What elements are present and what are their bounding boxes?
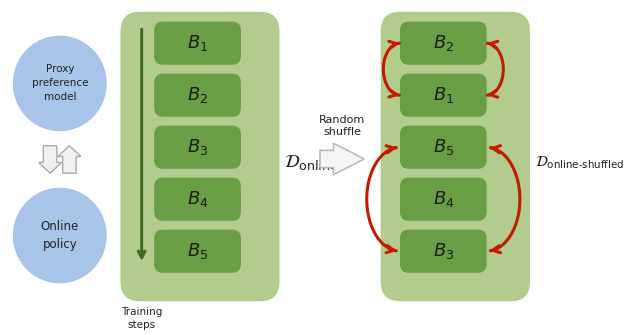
Circle shape <box>13 36 106 131</box>
Text: $B_2$: $B_2$ <box>433 33 454 53</box>
Circle shape <box>13 188 106 283</box>
Text: $B_5$: $B_5$ <box>433 137 454 157</box>
FancyBboxPatch shape <box>400 21 486 65</box>
Text: $B_2$: $B_2$ <box>187 85 208 105</box>
Text: $B_4$: $B_4$ <box>433 189 454 209</box>
Text: Training
steps: Training steps <box>121 307 163 330</box>
Text: Random
shuffle: Random shuffle <box>319 115 365 137</box>
FancyBboxPatch shape <box>400 178 486 221</box>
FancyBboxPatch shape <box>400 74 486 117</box>
Text: $B_1$: $B_1$ <box>433 85 454 105</box>
Text: $B_5$: $B_5$ <box>187 241 208 261</box>
FancyBboxPatch shape <box>154 74 241 117</box>
Polygon shape <box>38 146 61 173</box>
Text: $B_3$: $B_3$ <box>187 137 208 157</box>
FancyBboxPatch shape <box>120 12 280 301</box>
Text: $\mathcal{D}_{\mathrm{online}}$: $\mathcal{D}_{\mathrm{online}}$ <box>284 153 339 172</box>
Text: $B_3$: $B_3$ <box>433 241 454 261</box>
Polygon shape <box>58 146 81 173</box>
Polygon shape <box>320 143 364 175</box>
FancyBboxPatch shape <box>154 178 241 221</box>
FancyBboxPatch shape <box>400 229 486 273</box>
FancyBboxPatch shape <box>400 126 486 169</box>
FancyBboxPatch shape <box>154 21 241 65</box>
Text: $B_1$: $B_1$ <box>187 33 208 53</box>
FancyBboxPatch shape <box>381 12 530 301</box>
Text: Online
policy: Online policy <box>40 220 79 251</box>
FancyBboxPatch shape <box>154 126 241 169</box>
Text: $\mathcal{D}_{\mathrm{online\text{-}shuffled}}$: $\mathcal{D}_{\mathrm{online\text{-}shuf… <box>535 154 624 171</box>
Text: Proxy
preference
model: Proxy preference model <box>31 64 88 103</box>
FancyBboxPatch shape <box>154 229 241 273</box>
Text: $B_4$: $B_4$ <box>187 189 209 209</box>
